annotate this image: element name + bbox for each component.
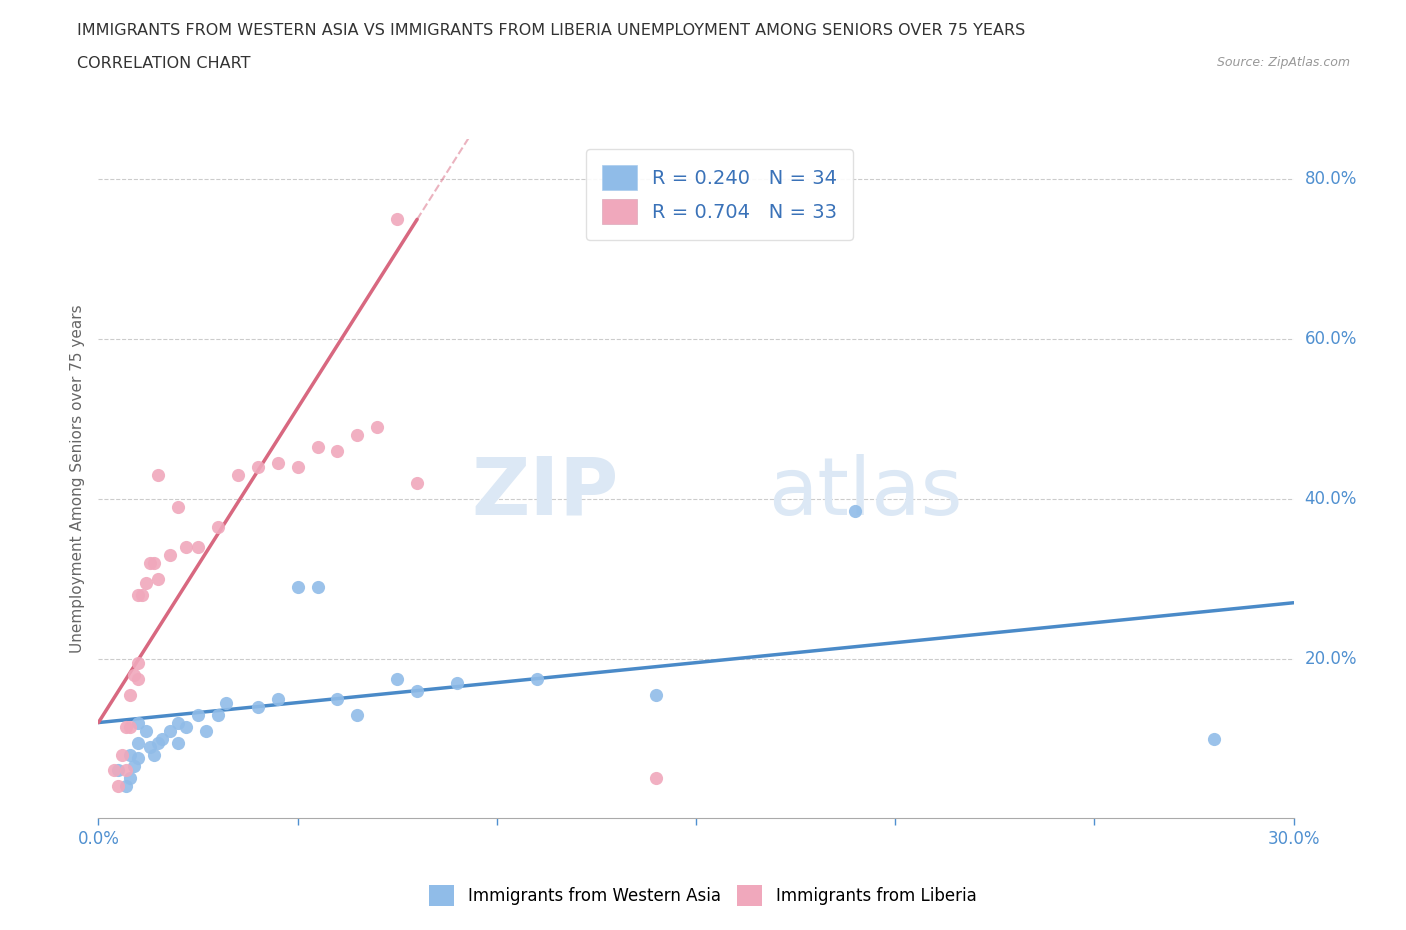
Point bbox=[187, 539, 209, 554]
Point bbox=[124, 667, 146, 682]
Point bbox=[159, 724, 181, 738]
Point bbox=[120, 771, 142, 786]
Text: IMMIGRANTS FROM WESTERN ASIA VS IMMIGRANTS FROM LIBERIA UNEMPLOYMENT AMONG SENIO: IMMIGRANTS FROM WESTERN ASIA VS IMMIGRAN… bbox=[77, 23, 1025, 38]
Point bbox=[267, 691, 290, 706]
Point bbox=[307, 579, 329, 594]
Point bbox=[159, 548, 181, 563]
Point bbox=[148, 571, 170, 586]
Point bbox=[124, 759, 146, 774]
Point bbox=[406, 475, 429, 490]
Point bbox=[127, 656, 149, 671]
Point bbox=[107, 779, 129, 794]
Text: 80.0%: 80.0% bbox=[1305, 170, 1357, 189]
Point bbox=[131, 588, 153, 603]
Point bbox=[526, 671, 548, 686]
Point bbox=[207, 707, 229, 722]
Point bbox=[844, 503, 866, 518]
Point bbox=[127, 715, 149, 730]
Text: CORRELATION CHART: CORRELATION CHART bbox=[77, 56, 250, 71]
Point bbox=[346, 707, 368, 722]
Point bbox=[246, 699, 269, 714]
Point bbox=[194, 724, 218, 738]
Point bbox=[120, 747, 142, 762]
Point bbox=[135, 576, 157, 591]
Point bbox=[148, 468, 170, 483]
Point bbox=[135, 724, 157, 738]
Point bbox=[645, 687, 668, 702]
Point bbox=[107, 763, 129, 777]
Point bbox=[148, 735, 170, 750]
Point bbox=[174, 719, 197, 734]
Point bbox=[385, 671, 409, 686]
Point bbox=[120, 687, 142, 702]
Point bbox=[326, 444, 349, 458]
Text: 20.0%: 20.0% bbox=[1305, 650, 1357, 668]
Point bbox=[167, 715, 190, 730]
Point bbox=[115, 763, 138, 777]
Text: atlas: atlas bbox=[768, 454, 962, 532]
Point bbox=[139, 555, 162, 570]
Point bbox=[267, 456, 290, 471]
Point bbox=[207, 520, 229, 535]
Point bbox=[143, 555, 166, 570]
Point bbox=[143, 747, 166, 762]
Point bbox=[446, 675, 468, 690]
Point bbox=[215, 695, 238, 710]
Point bbox=[346, 428, 368, 443]
Point bbox=[150, 731, 173, 746]
Point bbox=[645, 771, 668, 786]
Point bbox=[287, 579, 309, 594]
Point bbox=[326, 691, 349, 706]
Point bbox=[226, 468, 249, 483]
Point bbox=[406, 684, 429, 698]
Point bbox=[111, 747, 134, 762]
Point bbox=[115, 779, 138, 794]
Y-axis label: Unemployment Among Seniors over 75 years: Unemployment Among Seniors over 75 years bbox=[69, 305, 84, 653]
Point bbox=[115, 719, 138, 734]
Point bbox=[246, 459, 269, 474]
Text: 40.0%: 40.0% bbox=[1305, 490, 1357, 508]
Point bbox=[307, 440, 329, 455]
Point bbox=[103, 763, 125, 777]
Point bbox=[167, 735, 190, 750]
Point bbox=[187, 707, 209, 722]
Point bbox=[385, 212, 409, 227]
Point bbox=[127, 735, 149, 750]
Point bbox=[174, 539, 197, 554]
Point bbox=[127, 751, 149, 766]
Legend: R = 0.240   N = 34, R = 0.704   N = 33: R = 0.240 N = 34, R = 0.704 N = 33 bbox=[586, 149, 853, 240]
Text: Source: ZipAtlas.com: Source: ZipAtlas.com bbox=[1216, 56, 1350, 69]
Text: 60.0%: 60.0% bbox=[1305, 330, 1357, 348]
Point bbox=[366, 419, 388, 434]
Point bbox=[127, 588, 149, 603]
Legend: Immigrants from Western Asia, Immigrants from Liberia: Immigrants from Western Asia, Immigrants… bbox=[423, 879, 983, 912]
Point bbox=[127, 671, 149, 686]
Point bbox=[120, 719, 142, 734]
Point bbox=[167, 499, 190, 514]
Point bbox=[139, 739, 162, 754]
Point bbox=[1202, 731, 1225, 746]
Text: ZIP: ZIP bbox=[471, 454, 619, 532]
Point bbox=[287, 459, 309, 474]
